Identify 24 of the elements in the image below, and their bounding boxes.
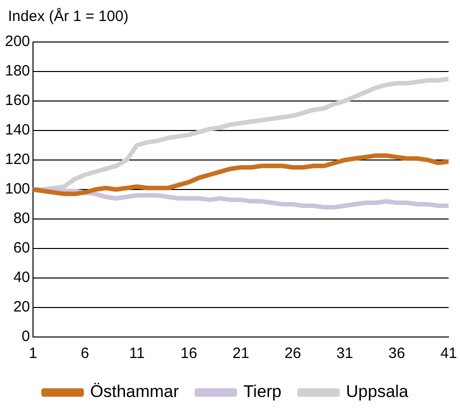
y-tick-label: 0 bbox=[22, 328, 30, 346]
x-tick-label: 26 bbox=[284, 345, 302, 362]
y-tick-label: 80 bbox=[13, 210, 30, 228]
y-tick-label: 100 bbox=[4, 180, 30, 198]
y-tick-label: 40 bbox=[13, 269, 30, 286]
y-tick-label: 160 bbox=[4, 92, 30, 110]
x-tick-label: 11 bbox=[129, 345, 145, 362]
y-axis-title: Index (År 1 = 100) bbox=[8, 8, 128, 25]
x-tick-label: 41 bbox=[440, 345, 457, 362]
y-tick-label: 60 bbox=[13, 240, 30, 257]
legend-label: Tierp bbox=[243, 382, 282, 402]
y-tick-label: 140 bbox=[4, 122, 30, 139]
y-tick-label: 120 bbox=[4, 151, 30, 168]
x-tick-label: 31 bbox=[336, 345, 354, 362]
x-tick-label: 21 bbox=[232, 345, 250, 362]
y-tick-label: 20 bbox=[13, 298, 30, 316]
x-tick-label: 16 bbox=[180, 345, 198, 362]
y-tick-label: 200 bbox=[4, 33, 30, 50]
legend-label: Östhammar bbox=[90, 382, 180, 402]
legend-label: Uppsala bbox=[346, 382, 409, 402]
x-tick-label: 1 bbox=[28, 345, 38, 362]
x-tick-label: 6 bbox=[80, 345, 90, 362]
x-tick-label: 36 bbox=[388, 345, 406, 362]
y-tick-label: 180 bbox=[4, 62, 30, 80]
